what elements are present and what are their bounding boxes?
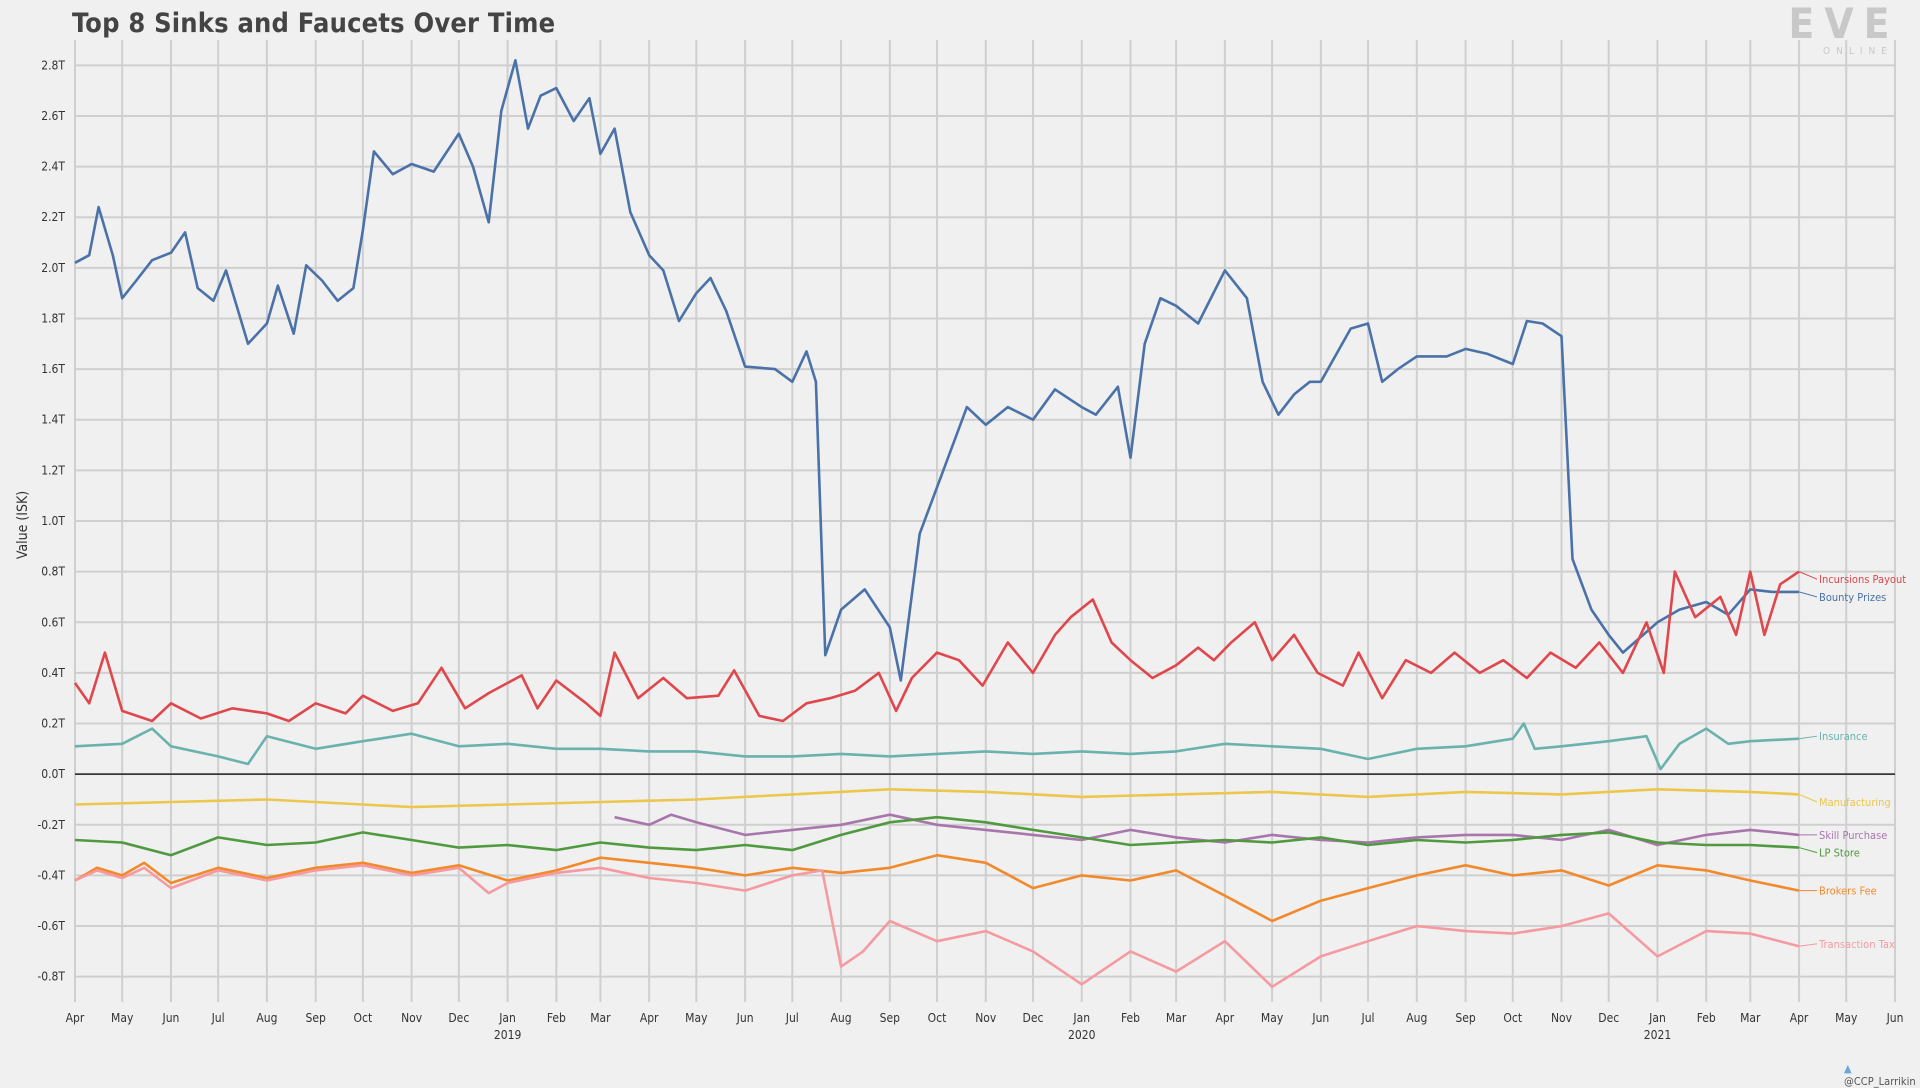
- x-tick-label: Feb: [1121, 1011, 1140, 1025]
- x-tick-label: Mar: [590, 1011, 611, 1025]
- x-tick-label: Jan: [1648, 1011, 1666, 1025]
- x-tick-label: Dec: [1598, 1011, 1619, 1025]
- label-leader-line: [1798, 847, 1818, 854]
- y-tick-label: 2.2T: [41, 210, 65, 224]
- x-year-label: 2021: [1644, 1028, 1671, 1042]
- y-tick-label: -0.2T: [37, 818, 65, 832]
- series-end-label: Brokers Fee: [1819, 885, 1877, 898]
- y-tick-label: 2.4T: [41, 160, 65, 174]
- series-end-label: Skill Purchase: [1819, 829, 1887, 842]
- label-leader-line: [1798, 943, 1818, 947]
- label-leader-line: [1798, 591, 1818, 598]
- y-tick-label: 1.0T: [41, 514, 65, 528]
- x-tick-label: Oct: [1503, 1011, 1522, 1025]
- label-leader-line: [1798, 571, 1818, 580]
- x-tick-label: Jul: [1361, 1011, 1375, 1025]
- x-tick-label: Nov: [975, 1011, 997, 1025]
- series-end-label: LP Store: [1819, 847, 1860, 860]
- axes: Apr May Jun Jul Aug Sep Oct Nov Dec Jan Feb Mar Apr M…: [37, 58, 1903, 1042]
- x-tick-label: Mar: [1166, 1011, 1187, 1025]
- series-end-label: Manufacturing: [1819, 796, 1891, 809]
- x-tick-label: Apr: [1790, 1011, 1809, 1025]
- x-tick-label: Dec: [1023, 1011, 1044, 1025]
- x-tick-label: Sep: [1455, 1011, 1476, 1025]
- x-tick-label: Oct: [354, 1011, 373, 1025]
- x-tick-label: Jun: [736, 1011, 754, 1025]
- x-tick-label: Feb: [1697, 1011, 1716, 1025]
- x-tick-label: Aug: [831, 1011, 852, 1025]
- eve-online-logo: EVE ONLINE: [1782, 2, 1906, 60]
- y-tick-label: 0.6T: [41, 615, 65, 629]
- y-tick-label: 0.2T: [41, 717, 65, 731]
- x-tick-label: Feb: [547, 1011, 566, 1025]
- grid: [74, 40, 1896, 1002]
- x-year-label: 2019: [494, 1028, 522, 1042]
- x-tick-label: Aug: [1406, 1011, 1427, 1025]
- y-tick-label: -0.6T: [37, 919, 65, 933]
- series-line: [74, 853, 1800, 923]
- y-tick-label: -0.4T: [37, 868, 65, 882]
- logo-main-text: EVE: [1788, 0, 1900, 48]
- x-tick-label: Jul: [211, 1011, 225, 1025]
- credit-text: @CCP_Larrikin: [1844, 1075, 1916, 1088]
- series-end-label: Transaction Tax: [1818, 938, 1895, 951]
- label-leader-line: [1798, 793, 1818, 803]
- x-tick-label: Jun: [1311, 1011, 1329, 1025]
- series-end-label: Bounty Prizes: [1819, 591, 1886, 604]
- x-year-label: 2020: [1068, 1028, 1096, 1042]
- series-end-label: Insurance: [1819, 730, 1868, 743]
- series-line: [74, 58, 1799, 682]
- series-line: [73, 570, 1800, 723]
- x-tick-label: Jul: [785, 1011, 799, 1025]
- x-tick-label: Apr: [66, 1011, 85, 1025]
- x-tick-label: Jun: [162, 1011, 180, 1025]
- y-tick-label: 0.8T: [41, 565, 65, 579]
- series-line: [74, 787, 1800, 809]
- x-tick-label: Jun: [1886, 1011, 1904, 1025]
- logo-sub-text: ONLINE: [1823, 46, 1893, 57]
- series-end-label: Incursions Payout: [1819, 573, 1906, 586]
- series-line: [74, 863, 1800, 989]
- x-tick-label: Sep: [880, 1011, 901, 1025]
- x-tick-label: Mar: [1740, 1011, 1761, 1025]
- y-tick-label: 1.8T: [41, 311, 65, 325]
- y-axis-label: Value (ISK): [15, 491, 31, 559]
- y-tick-label: 1.2T: [41, 463, 65, 477]
- series-line: [74, 722, 1800, 771]
- twitter-bird-icon: ▲: [1844, 1062, 1852, 1075]
- y-tick-label: 2.6T: [41, 109, 65, 123]
- y-tick-label: 1.6T: [41, 362, 65, 376]
- y-tick-label: 1.4T: [41, 413, 65, 427]
- x-tick-label: Jan: [1072, 1011, 1090, 1025]
- x-tick-label: May: [1835, 1011, 1858, 1025]
- x-tick-label: Jan: [498, 1011, 516, 1025]
- x-tick-label: May: [1261, 1011, 1284, 1025]
- y-tick-label: 0.0T: [41, 767, 65, 781]
- author-credit: ▲ @CCP_Larrikin: [1844, 1062, 1920, 1088]
- x-tick-label: Apr: [640, 1011, 659, 1025]
- x-tick-label: Nov: [1551, 1011, 1573, 1025]
- series-end-labels: Incursions Payout Bounty Prizes Insurance M…: [1798, 571, 1906, 951]
- y-tick-label: 2.0T: [41, 261, 65, 275]
- x-tick-label: Sep: [305, 1011, 326, 1025]
- chart-title: Top 8 Sinks and Faucets Over Time: [72, 8, 556, 39]
- x-tick-label: May: [111, 1011, 134, 1025]
- y-tick-label: 2.8T: [41, 58, 65, 72]
- x-tick-label: Apr: [1216, 1011, 1235, 1025]
- series-line: [74, 815, 1800, 857]
- x-tick-label: Dec: [448, 1011, 469, 1025]
- y-tick-label: -0.8T: [37, 970, 65, 984]
- x-tick-label: Nov: [401, 1011, 423, 1025]
- label-leader-line: [1798, 735, 1818, 740]
- series-lines: [73, 58, 1800, 989]
- y-tick-label: 0.4T: [41, 666, 65, 680]
- x-tick-label: Aug: [256, 1011, 277, 1025]
- x-tick-label: May: [685, 1011, 708, 1025]
- x-tick-label: Oct: [928, 1011, 947, 1025]
